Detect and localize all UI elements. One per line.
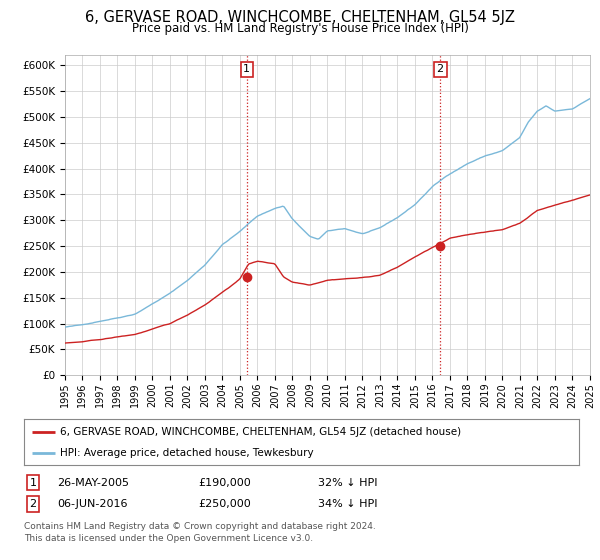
Text: £190,000: £190,000	[198, 478, 251, 488]
Text: Price paid vs. HM Land Registry's House Price Index (HPI): Price paid vs. HM Land Registry's House …	[131, 22, 469, 35]
Text: 6, GERVASE ROAD, WINCHCOMBE, CHELTENHAM, GL54 5JZ: 6, GERVASE ROAD, WINCHCOMBE, CHELTENHAM,…	[85, 10, 515, 25]
Text: £250,000: £250,000	[198, 499, 251, 509]
Text: This data is licensed under the Open Government Licence v3.0.: This data is licensed under the Open Gov…	[24, 534, 313, 543]
Text: 34% ↓ HPI: 34% ↓ HPI	[318, 499, 377, 509]
Text: 6, GERVASE ROAD, WINCHCOMBE, CHELTENHAM, GL54 5JZ (detached house): 6, GERVASE ROAD, WINCHCOMBE, CHELTENHAM,…	[60, 427, 461, 437]
Text: 26-MAY-2005: 26-MAY-2005	[57, 478, 129, 488]
Text: 1: 1	[29, 478, 37, 488]
Text: 1: 1	[244, 64, 250, 74]
Text: 2: 2	[29, 499, 37, 509]
Text: 06-JUN-2016: 06-JUN-2016	[57, 499, 128, 509]
Text: HPI: Average price, detached house, Tewkesbury: HPI: Average price, detached house, Tewk…	[60, 449, 314, 458]
Text: Contains HM Land Registry data © Crown copyright and database right 2024.: Contains HM Land Registry data © Crown c…	[24, 522, 376, 531]
Text: 32% ↓ HPI: 32% ↓ HPI	[318, 478, 377, 488]
Text: 2: 2	[437, 64, 444, 74]
